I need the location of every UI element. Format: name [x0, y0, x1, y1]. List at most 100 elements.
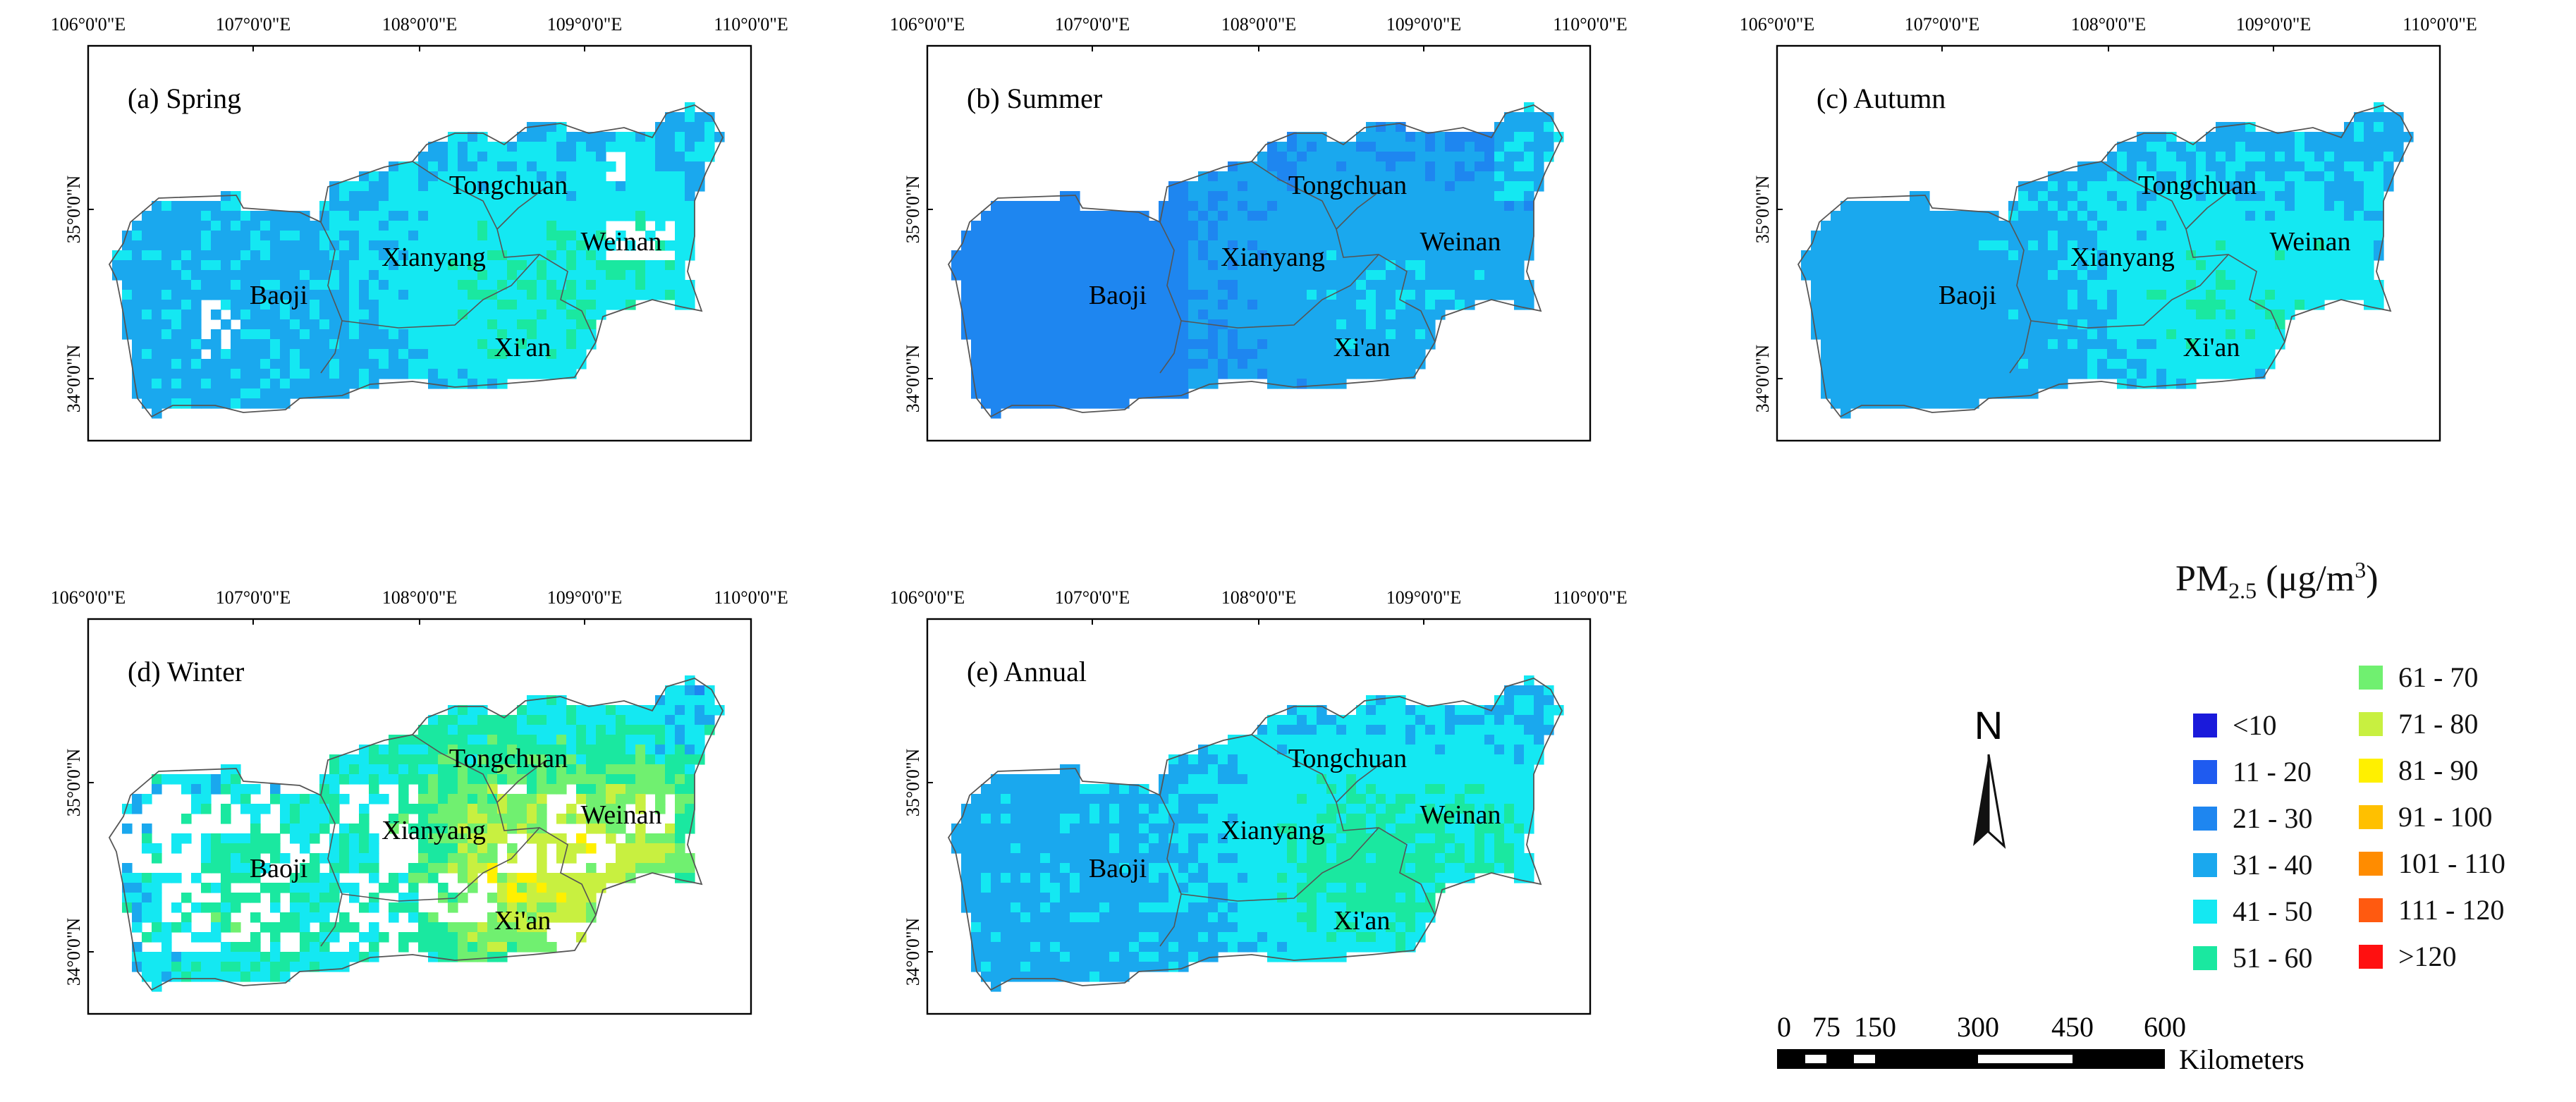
pm25-cell	[2275, 260, 2285, 271]
pm25-cell	[655, 142, 666, 152]
pm25-cell	[1198, 211, 1209, 221]
pm25-cell	[1880, 231, 1891, 241]
pm25-cell	[2285, 132, 2295, 142]
pm25-cell	[1949, 359, 1960, 369]
pm25-cell	[1089, 290, 1100, 300]
pm25-cell	[181, 300, 192, 310]
pm25-cell	[606, 814, 616, 824]
pm25-cell	[270, 319, 281, 330]
pm25-cell	[1959, 369, 1970, 379]
pm25-cell	[2305, 211, 2315, 221]
pm25-cell	[1425, 290, 1436, 300]
pm25-cell	[1455, 300, 1465, 310]
pm25-cell	[1001, 398, 1011, 409]
pm25-cell	[201, 240, 212, 251]
pm25-cell	[2255, 260, 2266, 271]
pm25-cell	[349, 843, 360, 854]
pm25-cell	[497, 260, 508, 271]
pm25-cell	[260, 300, 271, 310]
pm25-cell	[152, 388, 162, 399]
pm25-cell	[2008, 310, 2019, 320]
pm25-cell	[1504, 152, 1515, 162]
region-outline	[108, 104, 724, 418]
pm25-cell	[339, 329, 350, 340]
pm25-cell	[1109, 240, 1120, 251]
pm25-cell	[477, 359, 488, 369]
pm25-cell	[221, 774, 231, 785]
pm25-cell	[2226, 359, 2236, 369]
pm25-cell	[507, 932, 518, 943]
pm25-cell	[566, 161, 577, 172]
pm25-cell	[2137, 329, 2147, 340]
pm25-cell	[2156, 329, 2167, 340]
pm25-cell	[201, 853, 212, 864]
pm25-cell	[2324, 181, 2335, 192]
pm25-cell	[2255, 290, 2266, 300]
pm25-cell	[369, 339, 379, 350]
pm25-cell	[655, 191, 666, 202]
pm25-cell	[458, 369, 468, 379]
pm25-cell	[1287, 191, 1298, 202]
pm25-cell	[191, 201, 202, 212]
pm25-cell	[1267, 142, 1278, 152]
pm25-cell	[1979, 339, 1989, 350]
pm25-cell	[645, 764, 656, 775]
pm25-cell	[2305, 132, 2315, 142]
pm25-cell	[191, 250, 202, 261]
pm25-cell	[1287, 152, 1298, 162]
pm25-cell	[359, 843, 370, 854]
pm25-cell	[2038, 329, 2049, 340]
pm25-cell	[458, 250, 468, 261]
pm25-cell	[310, 290, 320, 300]
pm25-cell	[625, 715, 636, 726]
pm25-cell	[2137, 339, 2147, 350]
pm25-cell	[547, 754, 557, 765]
pm25-cell	[329, 319, 340, 330]
pm25-cell	[458, 359, 468, 369]
pm25-cell	[606, 754, 616, 765]
pm25-cell	[2374, 280, 2384, 290]
pm25-cell	[418, 784, 429, 795]
pm25-cell	[211, 349, 221, 360]
pm25-cell	[1326, 231, 1337, 241]
pm25-cell	[329, 359, 340, 369]
pm25-cell	[537, 349, 547, 360]
pm25-cell	[1297, 280, 1307, 290]
pm25-cell	[1475, 152, 1485, 162]
pm25-cell	[497, 942, 508, 953]
pm25-cell	[1228, 369, 1238, 379]
pm25-cell	[1287, 329, 1298, 340]
pm25-cell	[1080, 329, 1090, 340]
pm25-cell	[2206, 339, 2216, 350]
pm25-cell	[1346, 181, 1357, 192]
pm25-cell	[458, 715, 468, 726]
pm25-cell	[339, 211, 350, 221]
pm25-cell	[408, 171, 419, 182]
pm25-cell	[260, 211, 271, 221]
pm25-cell	[576, 784, 587, 795]
pm25-cell	[152, 774, 162, 785]
pm25-cell	[428, 754, 439, 765]
pm25-cell	[231, 774, 241, 785]
pm25-cell	[1514, 231, 1525, 241]
pm25-cell	[319, 329, 330, 340]
pm25-cell	[497, 290, 508, 300]
pm25-cell	[1040, 290, 1051, 300]
pm25-cell	[1425, 132, 1436, 142]
pm25-cell	[497, 883, 508, 893]
pm25-cell	[191, 310, 202, 320]
pm25-cell	[2117, 260, 2128, 271]
pm25-cell	[1989, 260, 1999, 271]
pm25-cell	[547, 250, 557, 261]
pm25-cell	[389, 814, 399, 824]
pm25-cell	[1011, 221, 1021, 231]
pm25-cell	[556, 319, 567, 330]
pm25-cell	[428, 932, 439, 943]
pm25-cell	[191, 359, 202, 369]
pm25-cell	[329, 280, 340, 290]
pm25-cell	[1524, 201, 1534, 212]
pm25-cell	[2275, 231, 2285, 241]
pm25-cell	[1386, 181, 1396, 192]
pm25-cell	[2324, 142, 2335, 152]
pm25-cell	[428, 369, 439, 379]
